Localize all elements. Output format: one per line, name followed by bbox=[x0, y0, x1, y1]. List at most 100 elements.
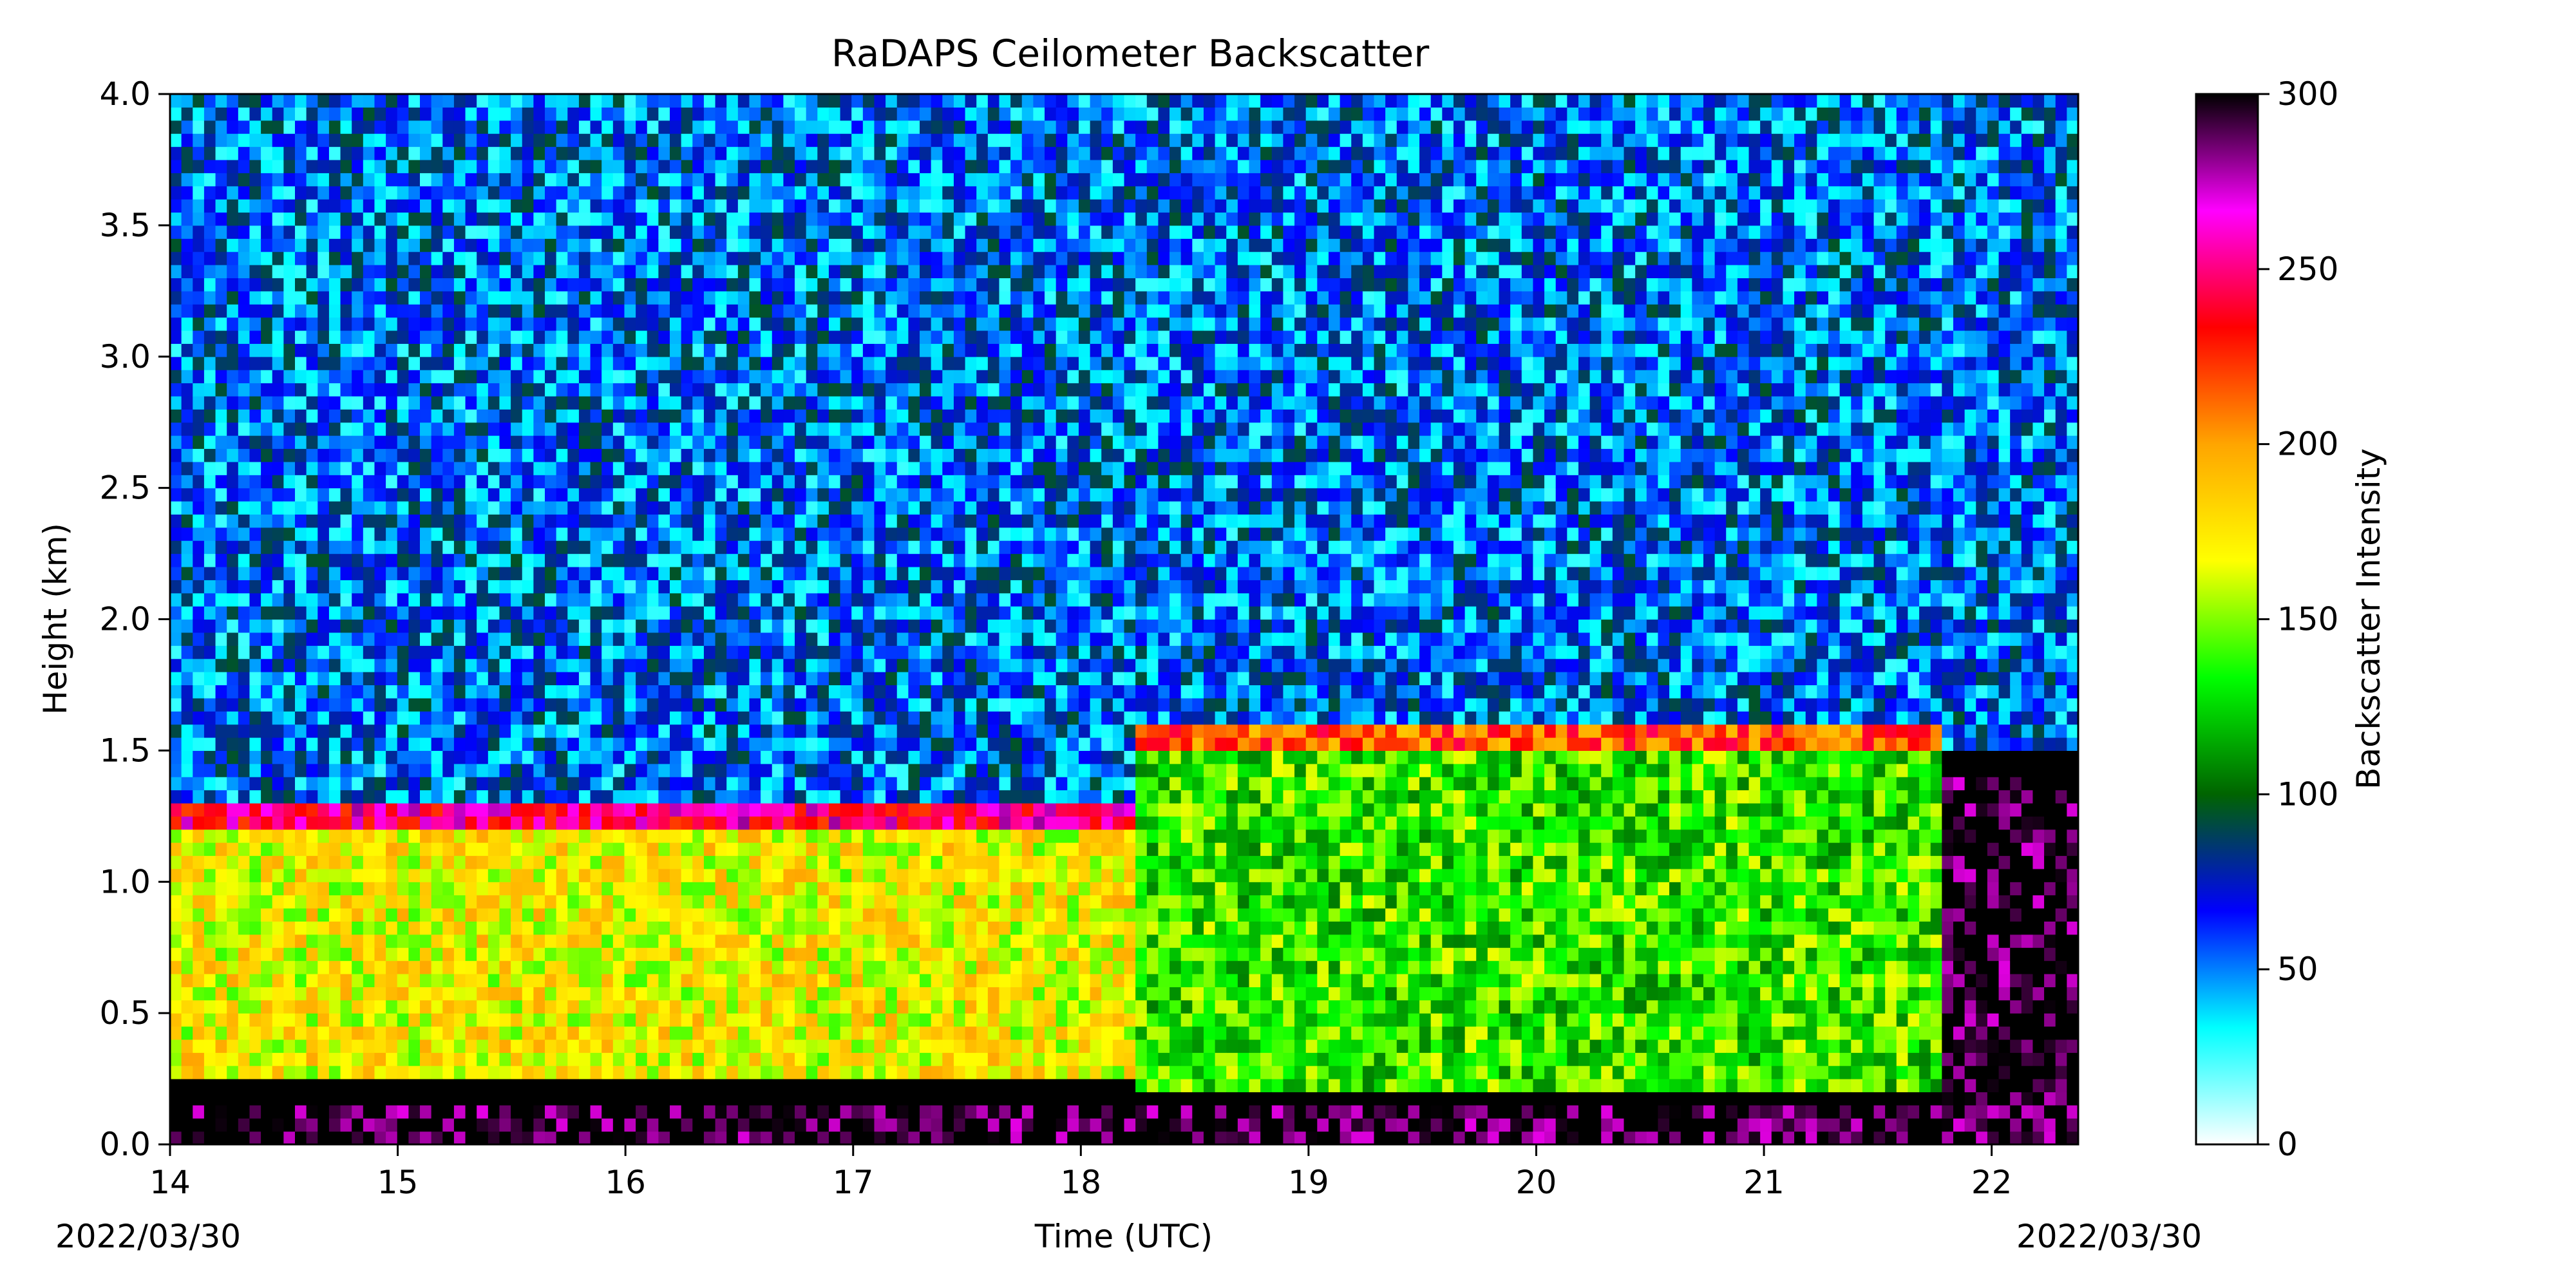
heatmap-cell bbox=[658, 540, 670, 554]
heatmap-cell bbox=[374, 448, 386, 462]
heatmap-cell bbox=[477, 304, 489, 318]
heatmap-cell bbox=[703, 580, 716, 594]
heatmap-cell bbox=[499, 330, 511, 344]
heatmap-cell bbox=[862, 422, 875, 436]
heatmap-cell bbox=[170, 999, 182, 1014]
heatmap-cell bbox=[488, 802, 500, 817]
heatmap-cell bbox=[215, 737, 227, 751]
heatmap-cell bbox=[477, 383, 489, 397]
heatmap-cell bbox=[783, 120, 795, 134]
heatmap-cell bbox=[636, 1026, 648, 1040]
heatmap-cell bbox=[749, 1026, 761, 1040]
heatmap-cell bbox=[636, 488, 648, 502]
heatmap-cell bbox=[840, 146, 852, 160]
heatmap-cell bbox=[431, 921, 443, 935]
heatmap-cell bbox=[851, 356, 864, 370]
heatmap-cell bbox=[761, 632, 773, 646]
heatmap-cell bbox=[681, 882, 693, 896]
heatmap-cell bbox=[715, 1065, 727, 1079]
heatmap-cell bbox=[636, 697, 648, 712]
heatmap-cell bbox=[204, 133, 216, 147]
heatmap-cell bbox=[601, 185, 614, 200]
heatmap-cell bbox=[726, 619, 739, 633]
heatmap-cell bbox=[636, 895, 648, 909]
heatmap-cell bbox=[636, 711, 648, 725]
heatmap-cell bbox=[261, 475, 273, 489]
heatmap-cell bbox=[783, 829, 795, 843]
heatmap-cell bbox=[624, 777, 636, 791]
heatmap-cell bbox=[453, 750, 466, 764]
heatmap-cell bbox=[272, 645, 284, 659]
heatmap-cell bbox=[272, 1026, 284, 1040]
heatmap-cell bbox=[545, 251, 557, 265]
heatmap-cell bbox=[828, 960, 841, 974]
heatmap-cell bbox=[726, 1026, 739, 1040]
heatmap-cell bbox=[386, 763, 398, 777]
heatmap-cell bbox=[352, 107, 364, 121]
heatmap-cell bbox=[352, 1118, 364, 1132]
heatmap-cell bbox=[726, 763, 739, 777]
heatmap-cell bbox=[806, 343, 818, 357]
heatmap-cell bbox=[533, 120, 545, 134]
heatmap-cell bbox=[567, 553, 580, 567]
heatmap-cell bbox=[204, 356, 216, 370]
heatmap-cell bbox=[272, 868, 284, 882]
heatmap-cell bbox=[636, 1039, 648, 1053]
heatmap-cells bbox=[170, 94, 2079, 1145]
heatmap-cell bbox=[567, 94, 580, 108]
heatmap-cell bbox=[465, 185, 477, 200]
heatmap-cell bbox=[204, 973, 216, 987]
heatmap-cell bbox=[783, 763, 795, 777]
heatmap-cell bbox=[556, 448, 568, 462]
heatmap-cell bbox=[431, 960, 443, 974]
heatmap-cell bbox=[715, 1104, 727, 1119]
heatmap-cell bbox=[522, 973, 534, 987]
heatmap-cell bbox=[453, 829, 466, 843]
heatmap-cell bbox=[295, 435, 307, 450]
heatmap-cell bbox=[170, 580, 182, 594]
heatmap-cell bbox=[624, 1013, 636, 1027]
heatmap-cell bbox=[465, 330, 477, 344]
heatmap-cell bbox=[840, 225, 852, 239]
heatmap-cell bbox=[295, 1039, 307, 1053]
heatmap-cell bbox=[817, 383, 829, 397]
heatmap-cell bbox=[636, 290, 648, 305]
heatmap-cell bbox=[193, 763, 205, 777]
heatmap-cell bbox=[374, 409, 386, 423]
heatmap-cell bbox=[352, 592, 364, 607]
heatmap-cell bbox=[772, 199, 784, 213]
heatmap-cell bbox=[726, 895, 739, 909]
heatmap-cell bbox=[840, 592, 852, 607]
heatmap-cell bbox=[408, 448, 421, 462]
heatmap-cell bbox=[317, 120, 330, 134]
heatmap-cell bbox=[215, 908, 227, 922]
heatmap-cell bbox=[170, 409, 182, 423]
heatmap-cell bbox=[590, 750, 602, 764]
heatmap-cell bbox=[737, 592, 750, 607]
heatmap-cell bbox=[703, 343, 716, 357]
heatmap-cell bbox=[874, 790, 886, 804]
heatmap-cell bbox=[545, 383, 557, 397]
heatmap-cell bbox=[647, 422, 659, 436]
heatmap-cell bbox=[715, 199, 727, 213]
heatmap-cell bbox=[453, 619, 466, 633]
heatmap-cell bbox=[181, 790, 193, 804]
heatmap-cell bbox=[306, 882, 318, 896]
heatmap-cell bbox=[363, 343, 375, 357]
heatmap-cell bbox=[828, 212, 841, 226]
heatmap-cell bbox=[612, 566, 625, 580]
heatmap-cell bbox=[386, 370, 398, 384]
heatmap-cell bbox=[703, 238, 716, 252]
heatmap-cell bbox=[636, 94, 648, 108]
heatmap-cell bbox=[737, 1118, 750, 1132]
heatmap-cell bbox=[249, 435, 261, 450]
heatmap-cell bbox=[670, 816, 682, 830]
heatmap-cell bbox=[612, 619, 625, 633]
heatmap-cell bbox=[352, 999, 364, 1014]
heatmap-cell bbox=[442, 947, 455, 961]
heatmap-cell bbox=[238, 173, 251, 187]
heatmap-cell bbox=[545, 1092, 557, 1106]
heatmap-cell bbox=[726, 238, 739, 252]
heatmap-cell bbox=[283, 317, 296, 331]
heatmap-cell bbox=[874, 1131, 886, 1145]
